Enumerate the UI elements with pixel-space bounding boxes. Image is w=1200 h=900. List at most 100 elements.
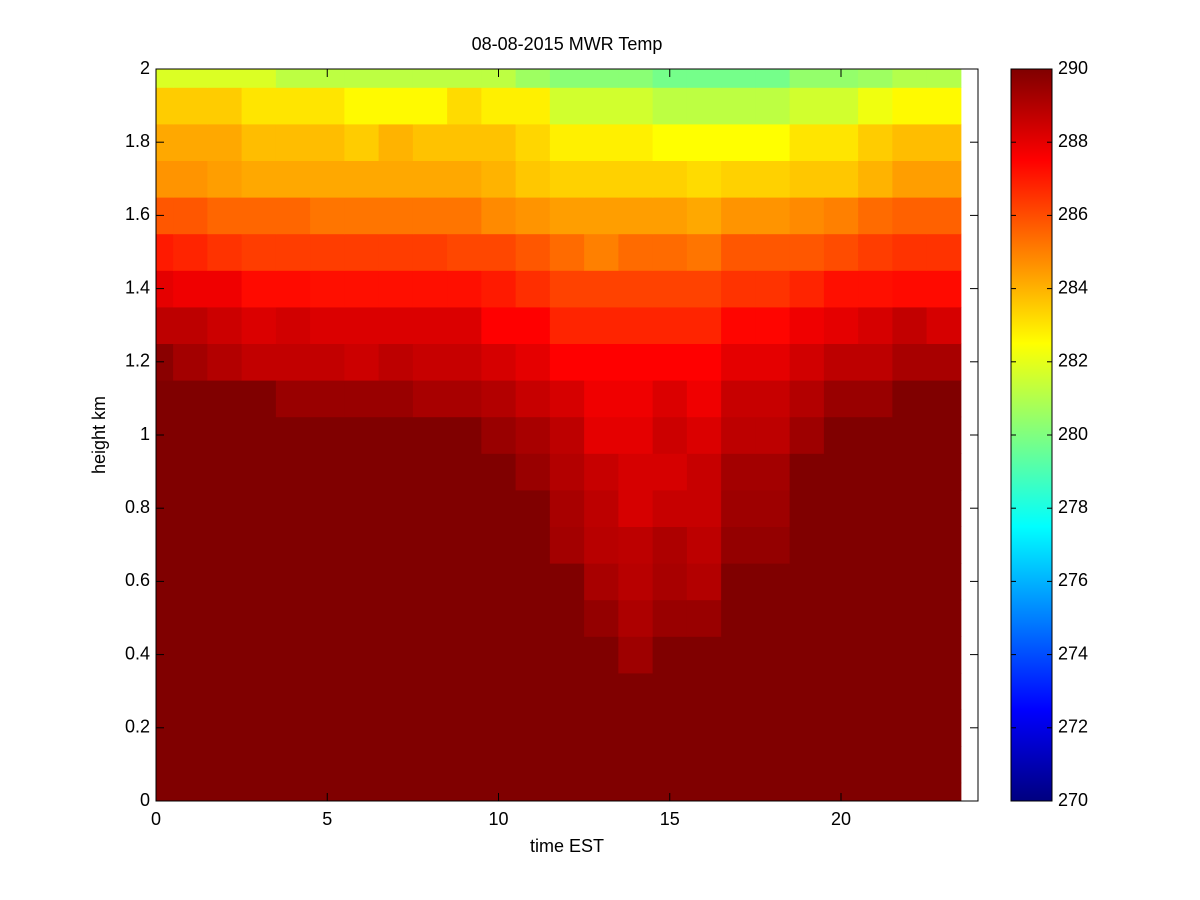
heatmap-cell	[686, 416, 722, 454]
heatmap-cell	[275, 69, 311, 88]
heatmap-cell	[618, 709, 654, 747]
heatmap-cell	[618, 343, 654, 381]
heatmap-cell	[310, 526, 345, 564]
heatmap-cell	[207, 636, 243, 674]
heatmap-cell	[515, 563, 551, 601]
heatmap-cell	[156, 563, 174, 601]
heatmap-cell	[652, 746, 688, 784]
heatmap-cell	[310, 197, 345, 235]
heatmap-cell	[378, 636, 414, 674]
heatmap-cell	[344, 489, 380, 527]
heatmap-cell	[926, 306, 962, 344]
heatmap-cell	[515, 526, 551, 564]
y-tick-label: 0.6	[125, 570, 150, 590]
heatmap-cell	[686, 306, 722, 344]
heatmap-cell	[926, 380, 962, 418]
heatmap-cell	[823, 636, 859, 674]
heatmap-cell	[207, 526, 243, 564]
heatmap-cell	[721, 672, 756, 710]
heatmap-cell	[344, 782, 380, 801]
heatmap-cell	[926, 453, 962, 491]
heatmap-cell	[618, 69, 654, 88]
heatmap-cell	[344, 233, 380, 271]
heatmap-cell	[173, 636, 208, 674]
heatmap-cell	[241, 270, 277, 308]
heatmap-cell	[858, 563, 893, 601]
heatmap-cell	[789, 746, 825, 784]
heatmap-cell	[481, 672, 517, 710]
heatmap-cell	[858, 709, 893, 747]
heatmap-cell	[549, 489, 585, 527]
heatmap-cell	[310, 270, 345, 308]
heatmap-cell	[892, 526, 928, 564]
heatmap-cell	[310, 69, 345, 88]
heatmap-cell	[156, 709, 174, 747]
heatmap-cell	[652, 416, 688, 454]
heatmap-cell	[156, 416, 174, 454]
heatmap-cell	[447, 87, 482, 125]
heatmap-cell	[481, 87, 517, 125]
heatmap-cell	[652, 672, 688, 710]
heatmap-cell	[823, 526, 859, 564]
heatmap-cell	[207, 453, 243, 491]
heatmap-cell	[515, 380, 551, 418]
heatmap-cell	[156, 270, 174, 308]
heatmap-cell	[447, 69, 482, 88]
heatmap-cell	[515, 123, 551, 161]
heatmap-cell	[549, 526, 585, 564]
heatmap-cell	[686, 599, 722, 637]
heatmap-cell	[207, 672, 243, 710]
heatmap-cell	[173, 599, 208, 637]
heatmap-cell	[310, 599, 345, 637]
heatmap-cell	[412, 197, 448, 235]
heatmap-cell	[721, 160, 756, 198]
heatmap-cell	[789, 453, 825, 491]
heatmap-cell	[686, 782, 722, 801]
heatmap-cell	[515, 599, 551, 637]
heatmap-cell	[652, 709, 688, 747]
heatmap-cell	[481, 160, 517, 198]
heatmap-cell	[515, 636, 551, 674]
heatmap-cell	[618, 306, 654, 344]
heatmap-cell	[858, 69, 893, 88]
heatmap-cell	[207, 306, 243, 344]
heatmap-cell	[721, 87, 756, 125]
heatmap-cell	[378, 233, 414, 271]
heatmap-cell	[156, 672, 174, 710]
heatmap-cell	[652, 526, 688, 564]
heatmap-cell	[549, 306, 585, 344]
heatmap-cell	[412, 416, 448, 454]
heatmap-cell	[378, 599, 414, 637]
heatmap-cell	[173, 343, 208, 381]
heatmap-cell	[447, 599, 482, 637]
heatmap-cell	[207, 746, 243, 784]
heatmap-cell	[156, 746, 174, 784]
heatmap-cell	[344, 563, 380, 601]
heatmap-cell	[652, 270, 688, 308]
heatmap-cell	[892, 233, 928, 271]
heatmap-cell	[584, 599, 619, 637]
heatmap-cell	[447, 489, 482, 527]
heatmap-cell	[156, 636, 174, 674]
heatmap-cell	[481, 526, 517, 564]
colorbar-tick-label: 284	[1058, 277, 1088, 297]
heatmap-cell	[207, 160, 243, 198]
heatmap-cell	[789, 526, 825, 564]
y-tick-label: 2	[140, 58, 150, 78]
heatmap-cell	[275, 270, 311, 308]
heatmap-cell	[755, 197, 791, 235]
heatmap-cell	[823, 233, 859, 271]
heatmap-cell	[789, 672, 825, 710]
heatmap-cell	[892, 453, 928, 491]
heatmap-cell	[310, 746, 345, 784]
heatmap-cell	[275, 233, 311, 271]
heatmap-cell	[275, 160, 311, 198]
y-tick-label: 1.4	[125, 277, 150, 297]
heatmap-cell	[823, 197, 859, 235]
heatmap-cell	[207, 343, 243, 381]
heatmap-cell	[481, 489, 517, 527]
heatmap-cell	[892, 489, 928, 527]
heatmap-cell	[241, 563, 277, 601]
heatmap-cell	[823, 782, 859, 801]
